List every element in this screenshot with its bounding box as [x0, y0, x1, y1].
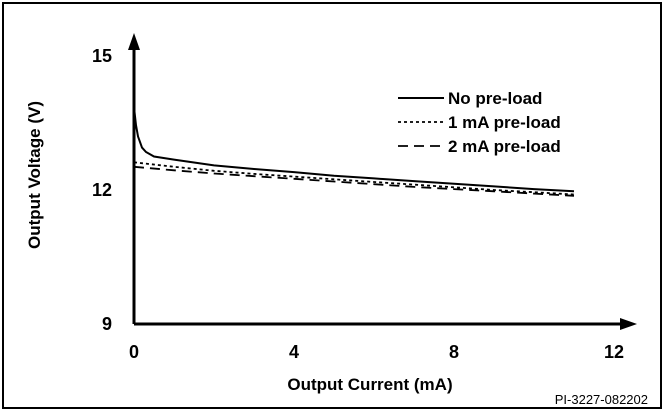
y-axis-title: Output Voltage (V): [25, 101, 44, 249]
x-tick-label: 0: [129, 342, 139, 362]
legend-label-2: 1 mA pre-load: [448, 113, 561, 132]
legend: No pre-load 1 mA pre-load 2 mA pre-load: [398, 89, 561, 156]
x-tick-label: 4: [289, 342, 299, 362]
y-axis-arrow: [128, 33, 140, 50]
axes: [128, 33, 637, 330]
figure-id-label: PI-3227-082202: [555, 392, 648, 407]
y-tick-label: 9: [102, 314, 112, 334]
x-axis-arrow: [620, 318, 637, 330]
y-tick-label: 12: [92, 180, 112, 200]
x-tick-label: 8: [449, 342, 459, 362]
series-line-2: [133, 161, 575, 196]
series-line-3: [133, 165, 575, 197]
x-tick-label: 12: [604, 342, 624, 362]
series-line-1: [133, 107, 575, 193]
legend-label-3: 2 mA pre-load: [448, 137, 561, 156]
x-axis-title: Output Current (mA): [287, 375, 452, 394]
legend-label-1: No pre-load: [448, 89, 542, 108]
y-tick-label: 15: [92, 46, 112, 66]
chart-frame: [2, 2, 662, 409]
tick-labels: 0 4 8 12 9 12 15: [92, 46, 624, 362]
series-lines: [133, 107, 575, 197]
